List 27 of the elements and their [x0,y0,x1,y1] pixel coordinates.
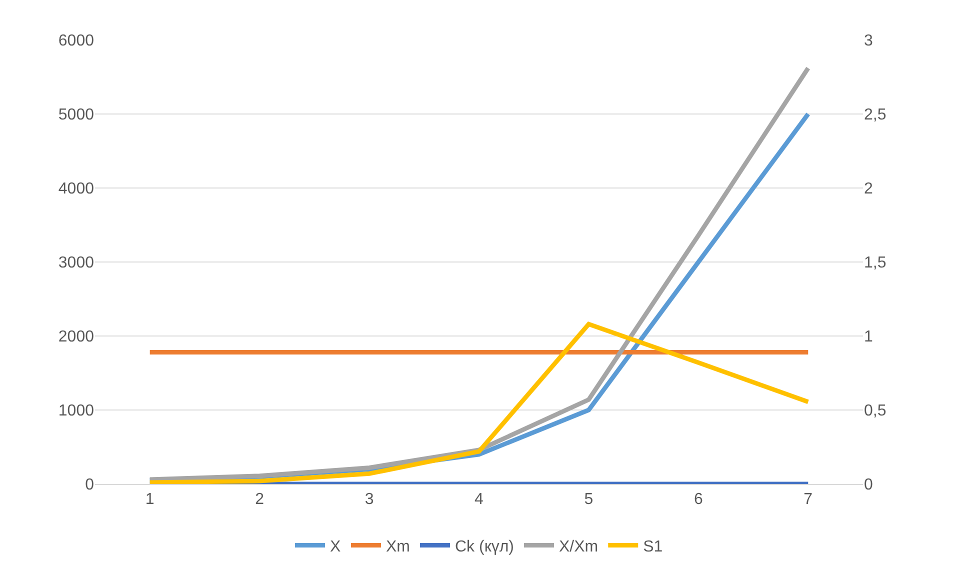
legend-label: S1 [643,538,663,556]
x-tick-label: 1 [145,491,154,508]
x-tick-label: 4 [474,491,484,508]
y2-tick-label: 2,5 [864,106,886,124]
x-tick-label: 2 [255,491,264,508]
y-tick-label: 1000 [58,402,94,420]
y2-tick-label: 1 [864,328,873,346]
x-tick-label: 7 [804,491,813,508]
y-tick-label: 2000 [58,328,94,346]
y2-tick-label: 3 [864,32,873,50]
y2-tick-label: 0,5 [864,402,886,420]
y-tick-label: 6000 [58,32,94,50]
x-tick-label: 5 [584,491,594,508]
legend-label: X/Xm [559,538,598,556]
x-tick-label: 6 [694,491,703,508]
line-series [148,322,810,484]
legend-label: X [330,538,341,556]
legend-label: Ck (күл) [455,538,514,556]
legend-label: Xm [386,538,410,556]
x-tick-label: 3 [364,491,374,508]
y-tick-label: 5000 [58,106,94,124]
y2-tick-label: 1,5 [864,254,886,272]
y-tick-label: 0 [85,476,94,494]
y-tick-label: 4000 [58,180,94,198]
y-tick-label: 3000 [58,254,94,272]
y2-tick-label: 2 [864,180,873,198]
y2-tick-label: 0 [864,476,873,494]
